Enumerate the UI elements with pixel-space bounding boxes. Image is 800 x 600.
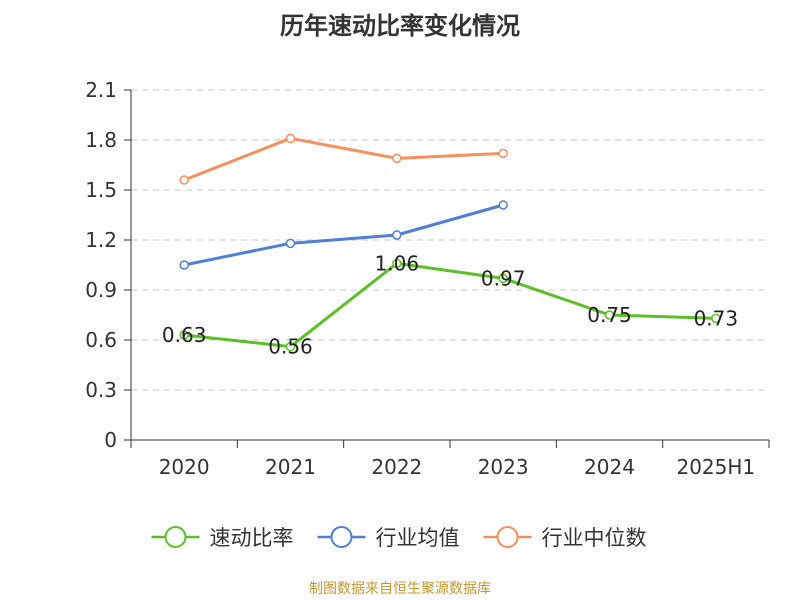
data-point: [392, 230, 402, 240]
x-tick-label: 2021: [265, 455, 316, 479]
data-label: 0.73: [694, 306, 739, 330]
data-label: 0.75: [587, 303, 632, 327]
series-line: [183, 203, 504, 267]
x-tick-label: 2020: [159, 455, 210, 479]
x-tick-label: 2022: [371, 455, 422, 479]
legend-marker: [330, 526, 353, 548]
data-point: [285, 341, 296, 352]
data-point: [711, 313, 721, 324]
grid-lines: [131, 89, 769, 391]
data-point: [285, 133, 296, 144]
legend-item: 行业中位数: [483, 526, 647, 550]
data-labels: 0.63 0.56 1.06 0.97 0.75 0.73: [162, 251, 738, 358]
y-tick-label: 0: [104, 428, 117, 452]
x-tick-label: 2024: [584, 455, 635, 479]
y-tick-label: 0.3: [85, 378, 117, 402]
data-label: 0.56: [268, 335, 313, 359]
y-tick-label: 1.2: [85, 228, 117, 252]
data-point: [179, 330, 189, 340]
legend-label: 行业中位数: [542, 526, 647, 550]
data-point: [498, 200, 508, 210]
y-tick-label: 1.8: [85, 128, 117, 152]
legend-marker: [496, 526, 519, 548]
data-point: [392, 153, 402, 164]
data-point: [285, 238, 296, 249]
legend-item: 行业均值: [317, 526, 460, 550]
source-note: 制图数据来自恒生聚源数据库: [309, 581, 491, 597]
data-label: 0.97: [481, 266, 526, 290]
legend-label: 速动比率: [210, 526, 294, 550]
data-label: 1.06: [375, 251, 420, 275]
y-tick-label: 0.9: [85, 278, 117, 302]
data-point: [179, 260, 189, 270]
data-point: [498, 273, 508, 284]
x-tick-label: 2025H1: [676, 455, 755, 479]
y-tick-label: 1.5: [85, 178, 117, 202]
data-point: [604, 310, 615, 320]
series-lines: [179, 133, 721, 352]
data-label: 0.63: [162, 323, 207, 347]
x-tick-label: 2023: [478, 455, 529, 479]
legend: 速动比率 行业均值 行业中位数: [151, 526, 647, 550]
series-line: [184, 261, 716, 349]
legend-marker: [164, 526, 187, 548]
legend-item: 速动比率: [151, 526, 294, 550]
series-line: [183, 136, 504, 182]
data-point: [179, 175, 189, 185]
y-tick-label: 0.6: [85, 328, 117, 352]
data-point: [498, 148, 508, 159]
axes: 0 0.3 0.6 0.9 1.2 1.5 1.8 2.1 2020 2021 2022 2023 20…: [85, 78, 770, 479]
legend-label: 行业均值: [376, 526, 460, 550]
chart-title: 历年速动比率变化情况: [280, 12, 520, 40]
data-point: [392, 258, 402, 269]
y-tick-label: 2.1: [85, 78, 117, 102]
